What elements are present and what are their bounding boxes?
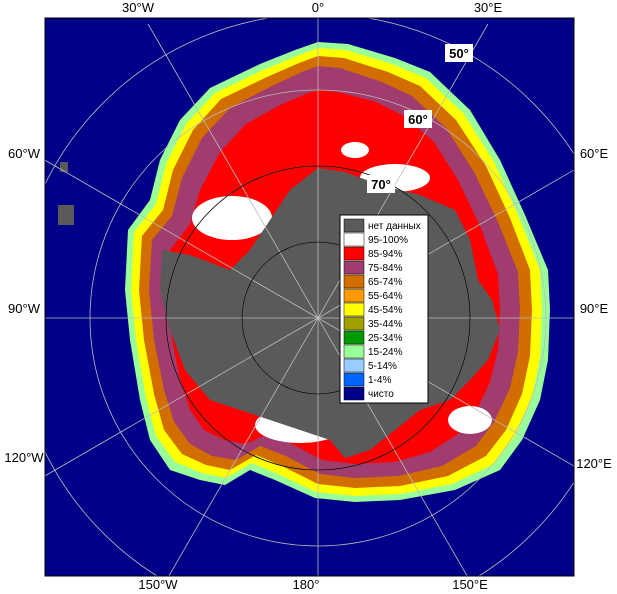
- lon-label-150w: 150°W: [138, 577, 178, 592]
- legend-swatch: [343, 358, 365, 373]
- legend-label: 25-34%: [368, 333, 403, 344]
- lat-label-70: 70°: [367, 175, 395, 193]
- lon-label-90e: 90°E: [580, 301, 609, 316]
- legend-swatch: [343, 260, 365, 275]
- legend-label: 65-74%: [368, 277, 403, 288]
- land-fragment: [58, 205, 74, 225]
- svg-text:70°: 70°: [371, 177, 391, 192]
- legend-label: 85-94%: [368, 249, 403, 260]
- legend-label: 95-100%: [368, 235, 408, 246]
- legend-label: 75-84%: [368, 263, 403, 274]
- legend-swatch: [343, 274, 365, 289]
- legend-label: нет данных: [368, 221, 421, 232]
- lat-label-50: 50°: [445, 44, 473, 62]
- lon-label-150e: 150°E: [452, 577, 488, 592]
- svg-text:60°: 60°: [408, 112, 428, 127]
- legend-label: чисто: [368, 389, 394, 400]
- legend-label: 15-24%: [368, 347, 403, 358]
- ice-patch-95-100: [448, 406, 492, 434]
- lon-label-30w: 30°W: [122, 0, 155, 15]
- legend-swatch: [343, 302, 365, 317]
- lon-label-0: 0°: [312, 0, 324, 15]
- lon-label-180: 180°: [293, 577, 320, 592]
- legend-swatch: [343, 246, 365, 261]
- lon-label-60w: 60°W: [8, 146, 41, 161]
- legend-swatch: [343, 288, 365, 303]
- lon-label-30e: 30°E: [474, 0, 503, 15]
- lat-label-60: 60°: [404, 110, 432, 128]
- legend-label: 5-14%: [368, 361, 397, 372]
- legend-label: 35-44%: [368, 319, 403, 330]
- legend-swatch: [343, 316, 365, 331]
- legend-label: 55-64%: [368, 291, 403, 302]
- legend-label: 1-4%: [368, 375, 391, 386]
- legend: нет данных 95-100% 85-94% 75-84% 65-74% 55-64…: [339, 214, 429, 404]
- svg-text:50°: 50°: [449, 46, 469, 61]
- legend-swatch: [343, 218, 365, 233]
- lon-label-90w: 90°W: [8, 301, 41, 316]
- legend-label: 45-54%: [368, 305, 403, 316]
- lon-label-60e: 60°E: [580, 146, 609, 161]
- legend-swatch: [343, 330, 365, 345]
- legend-swatch: [343, 344, 365, 359]
- legend-swatch: [343, 386, 365, 401]
- legend-swatch: [343, 372, 365, 387]
- lon-label-120w: 120°W: [4, 450, 44, 465]
- ice-patch-95-100: [192, 196, 272, 240]
- map-frame: [44, 17, 575, 577]
- lon-label-120e: 120°E: [576, 456, 612, 471]
- land-fragment: [60, 162, 68, 172]
- ice-patch-95-100: [341, 142, 369, 158]
- legend-swatch: [343, 232, 365, 247]
